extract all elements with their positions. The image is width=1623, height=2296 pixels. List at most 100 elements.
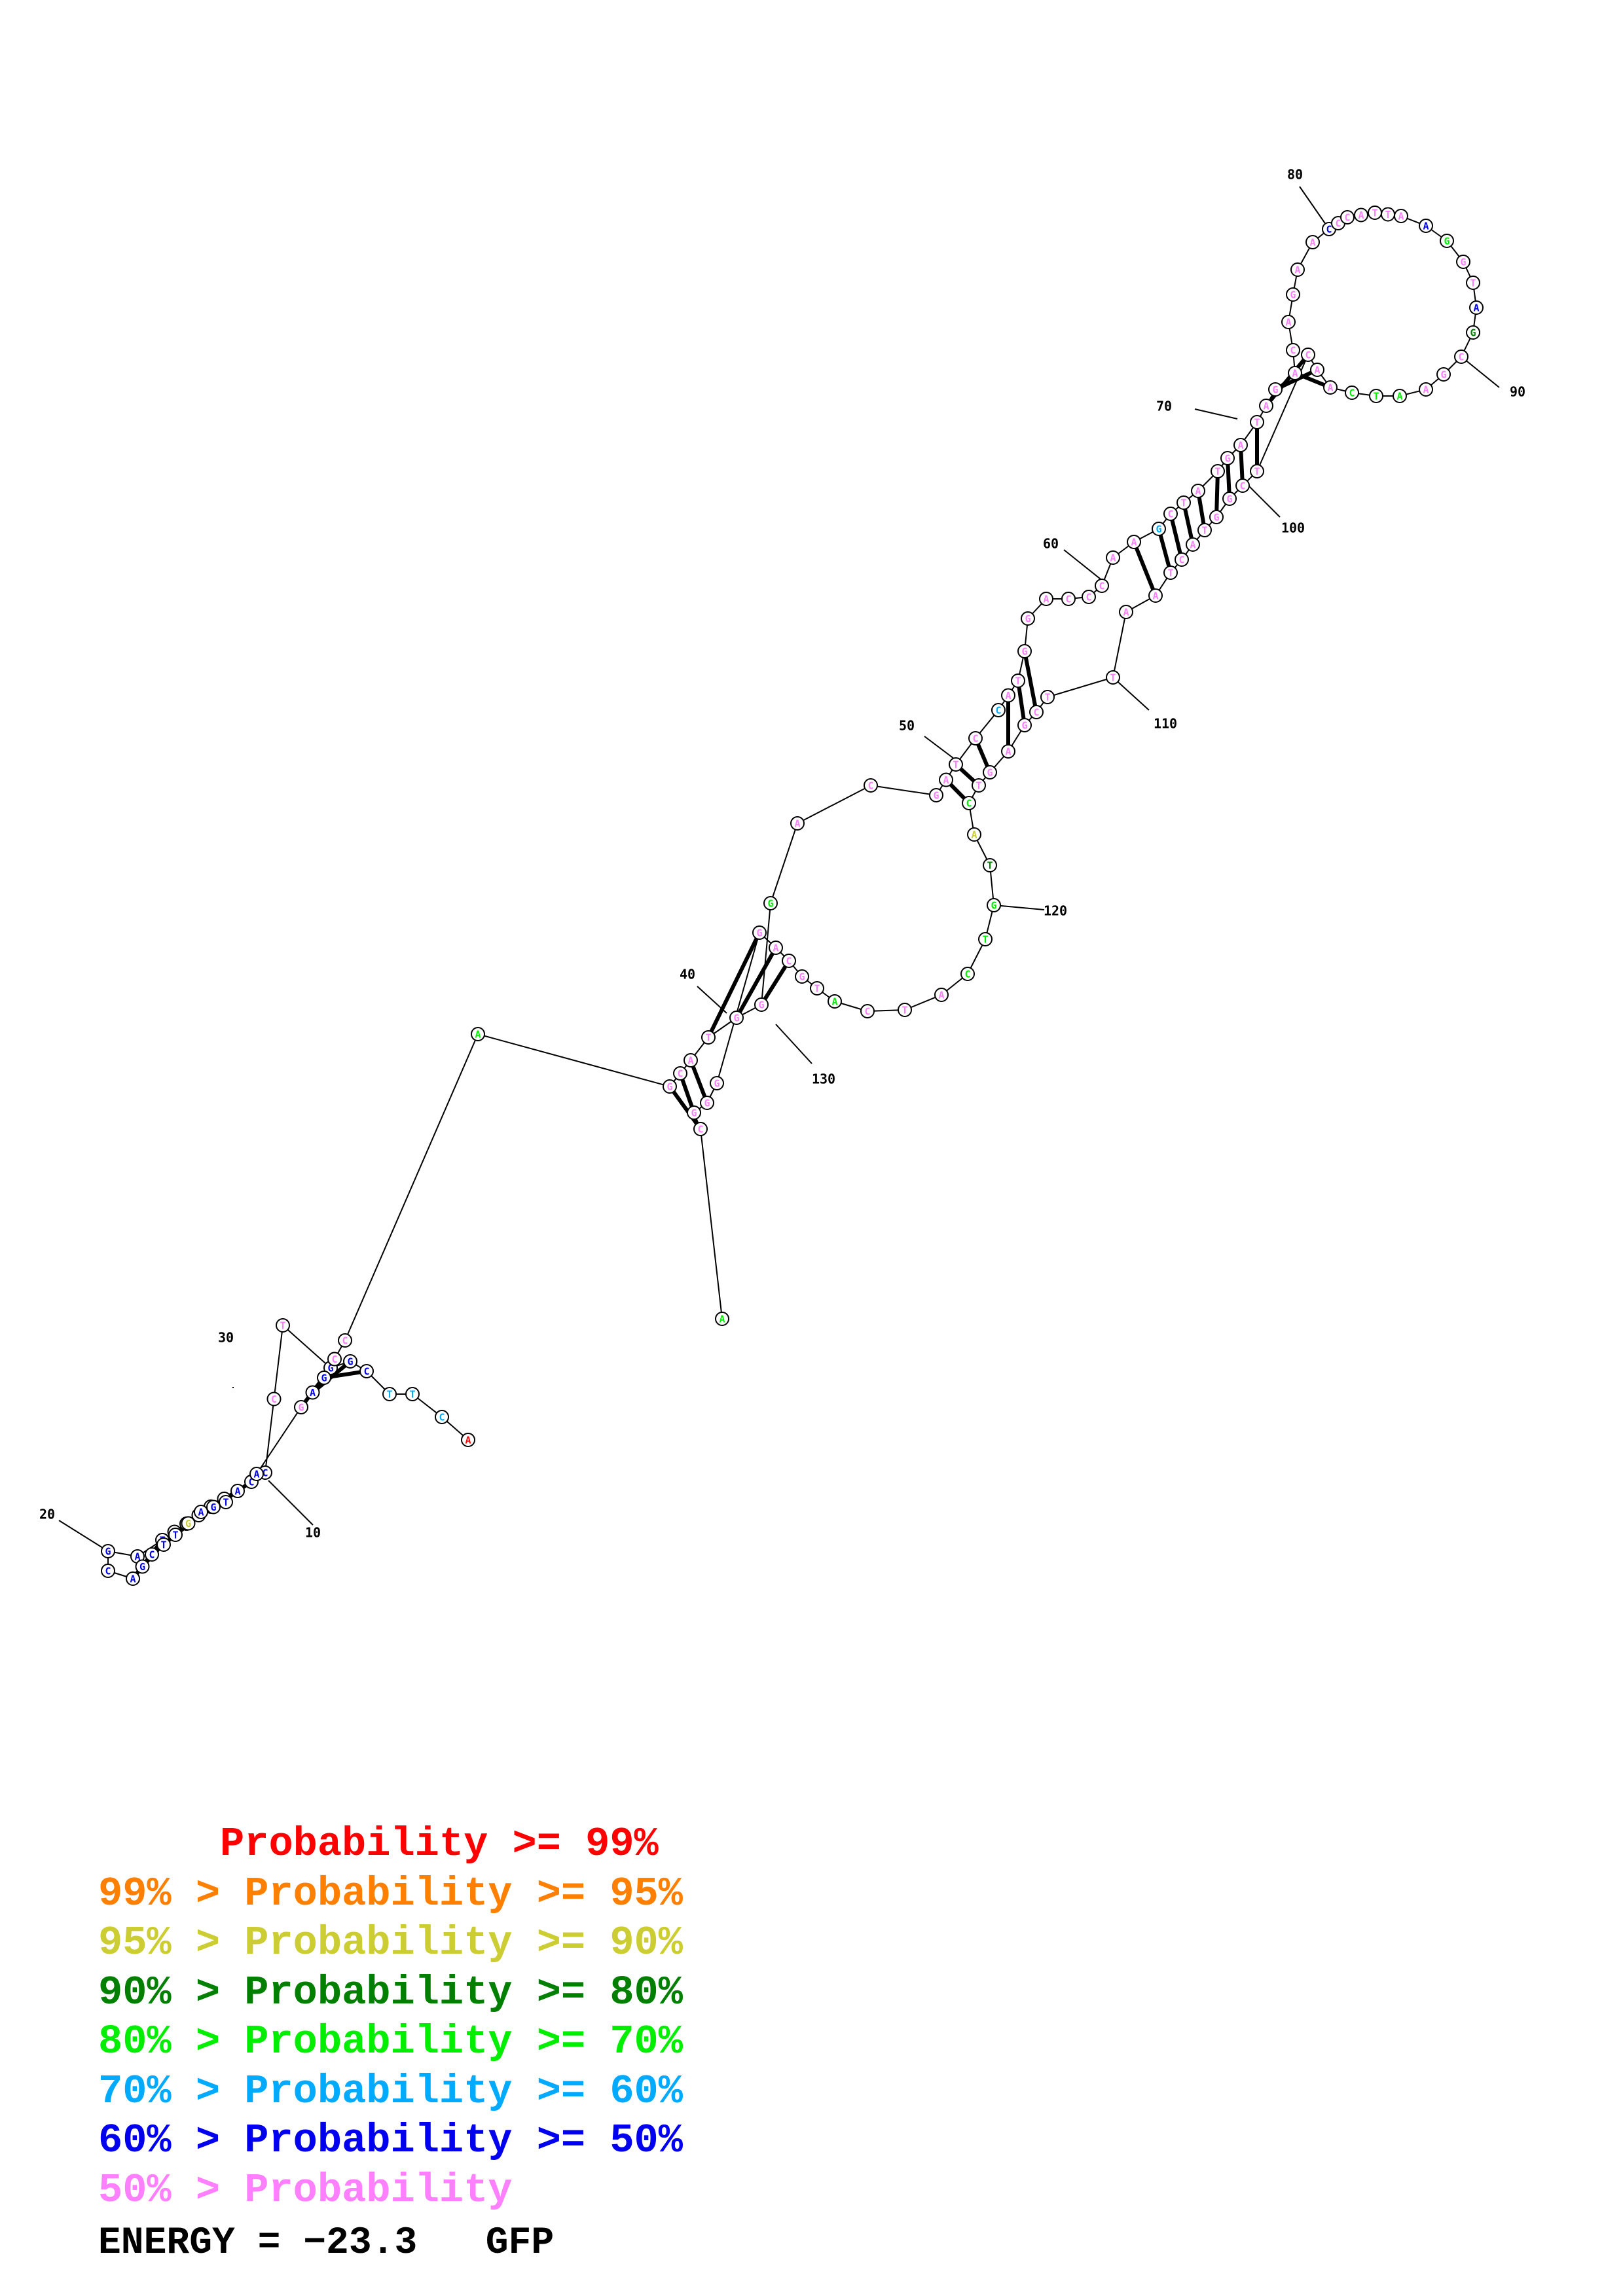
legend-text: Probability >= 70% [244,2018,683,2065]
nucleotide: G [663,1079,677,1094]
nucleotide: A [1127,535,1141,549]
nucleotide-circle [101,1564,115,1578]
nucleotide-letter: C [995,705,1001,717]
nucleotide: A [939,772,953,787]
nucleotide-circle [1119,605,1133,619]
nucleotide: A [1281,315,1296,329]
nucleotide: A [249,1467,264,1481]
nucleotide-circle [343,1354,357,1369]
nucleotide: G [729,1011,744,1025]
nucleotide-letter: A [794,818,800,830]
nucleotide-letter: T [386,1389,392,1401]
nucleotide: C [1454,350,1468,364]
molecule-name: GFP [485,2222,555,2265]
nucleotide-circle [1017,718,1032,732]
nucleotide-letter: A [198,1507,204,1518]
nucleotide: G [1440,234,1454,248]
nucleotide-letter: C [363,1366,369,1378]
nucleotide-circle [1197,523,1212,537]
nucleotide: A [934,988,949,1002]
nucleotide-circle [181,1516,196,1531]
nucleotide: T [405,1387,420,1401]
nucleotide-circle [135,1559,150,1574]
nucleotide: G [294,1400,308,1414]
nucleotide-circle [317,1371,331,1385]
nucleotide: G [795,969,809,984]
position-label: 120 [1044,903,1067,919]
nucleotide: C [266,1391,282,1407]
backbone-segment [770,823,798,904]
nucleotide: A [790,816,805,831]
base-pair-bond [1132,541,1158,597]
legend-text: Probability >= 95% [244,1870,683,1917]
nucleotide-circle [1001,744,1015,759]
base-pair-bond [706,931,761,1039]
position-tick [268,1480,314,1526]
nucleotide: G [206,1499,221,1515]
nucleotide-circle [1220,451,1235,465]
nucleotide-circle [898,1003,912,1017]
nucleotide-letter: G [758,999,764,1011]
legend-prefix: 60% > [98,2117,245,2164]
nucleotide-circle [1286,287,1300,302]
nucleotide-circle [1106,670,1120,685]
nucleotide: G [710,1076,724,1090]
nucleotide-letter: G [1213,512,1219,524]
position-label: 90 [1510,384,1525,400]
nucleotide-letter: A [938,990,944,1001]
base-pair-bond [1016,680,1027,726]
nucleotide-circle [435,1410,449,1424]
nucleotide: G [1017,644,1032,658]
legend-prefix: 80% > [98,2018,245,2065]
base-pair-bond [759,960,791,1006]
nucleotide-letter: G [1272,384,1278,396]
nucleotide-letter: A [1314,365,1320,376]
nucleotide: A [1148,588,1163,603]
nucleotide-circle [1163,507,1178,521]
rna-structure-diagram: 102030405060708090100110120130ACTTCGGTCC… [39,167,1525,1586]
nucleotide: C [1095,579,1109,593]
nucleotide-letter: T [1372,207,1377,219]
nucleotide-circle [1106,550,1120,565]
nucleotide-circle [972,778,986,793]
nucleotide-letter: G [321,1372,327,1384]
nucleotide: G [343,1354,357,1369]
legend-prefix [98,1821,220,1867]
nucleotide-letter: C [864,1006,870,1018]
nucleotide-letter: A [310,1387,316,1399]
nucleotide-letter: A [1294,264,1300,276]
nucleotide: G [317,1371,331,1385]
nucleotide-letter: G [139,1561,145,1573]
nucleotide-letter: A [1285,317,1291,329]
nucleotide-letter: C [964,969,970,980]
legend-row: 60% > Probability >= 50% [98,2116,683,2166]
nucleotide-circle [1250,464,1264,478]
nucleotide: T [168,1528,183,1542]
nucleotide-circle [828,994,842,1009]
nucleotide-letter: C [1458,351,1464,363]
nucleotide-letter: A [1423,384,1429,396]
nucleotide-letter: C [867,780,873,792]
nucleotide-circle [276,1318,290,1333]
nucleotide-circle [1340,210,1355,224]
backbone-segment [1047,677,1114,698]
legend-text: Probability >= 60% [244,2068,683,2115]
nucleotide: G [1466,325,1480,340]
nucleotide: C [338,1333,352,1348]
nucleotide-circle [1369,389,1383,403]
legend-row: 99% > Probability >= 95% [98,1869,683,1919]
legend-prefix: 70% > [98,2068,245,2115]
nucleotide: C [359,1364,374,1378]
nucleotide-letter: T [1385,209,1391,221]
nucleotide: T [978,932,993,946]
nucleotide-circle [1082,590,1096,604]
nucleotide-letter: C [1305,350,1311,361]
legend-text: Probability >= 50% [244,2117,683,2164]
legend-row: 70% > Probability >= 60% [98,2067,683,2117]
nucleotide-letter: G [991,900,996,912]
position-tick [1299,186,1330,230]
nucleotide: G [101,1544,115,1558]
nucleotide-letter: C [1326,224,1332,236]
position-tick [1063,549,1107,584]
nucleotide: A [194,1505,208,1519]
